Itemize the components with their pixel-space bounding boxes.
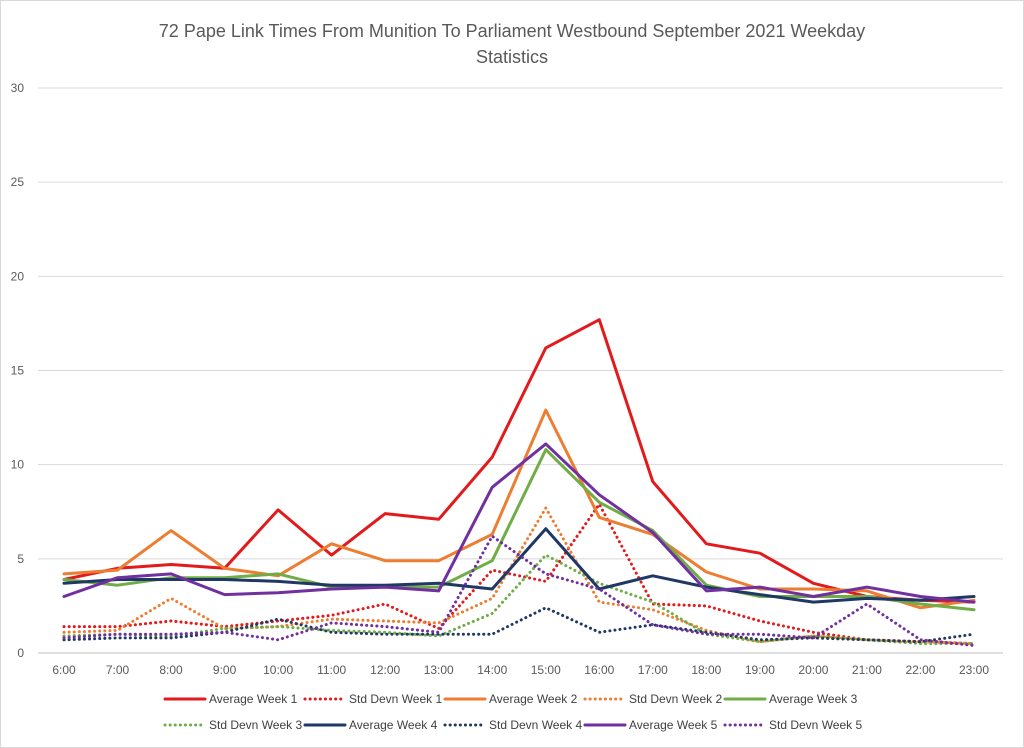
legend-label: Average Week 5 <box>629 718 718 732</box>
y-tick-label: 5 <box>17 552 24 566</box>
x-tick-label: 21:00 <box>852 663 882 677</box>
x-tick-label: 9:00 <box>213 663 237 677</box>
x-tick-label: 12:00 <box>370 663 400 677</box>
chart-title-line-2: Statistics <box>475 47 549 67</box>
x-tick-label: 22:00 <box>905 663 935 677</box>
x-tick-label: 16:00 <box>584 663 614 677</box>
y-tick-label: 20 <box>11 269 25 283</box>
x-tick-label: 23:00 <box>959 663 989 677</box>
series-lines <box>62 318 976 647</box>
gridlines <box>38 87 1003 654</box>
series-line-average-week-5 <box>62 442 976 604</box>
y-tick-label: 25 <box>11 175 25 189</box>
x-tick-label: 14:00 <box>477 663 507 677</box>
series-line-average-week-4 <box>62 527 976 604</box>
legend-label: Std Devn Week 4 <box>489 718 582 732</box>
series-line-std-devn-week-2 <box>62 506 976 646</box>
series-line-std-devn-week-5 <box>62 534 976 647</box>
x-axis-ticks: 6:00 7:00 8:00 9:00 10:00 11:00 12:00 13:00 14:0… <box>52 663 989 677</box>
legend-label: Std Devn Week 2 <box>629 692 722 706</box>
x-tick-label: 6:00 <box>52 663 76 677</box>
legend: Average Week 1 Std Devn Week 1 Average Wee… <box>163 692 862 732</box>
chart-title-line-1: 72 Pape Link Times From Munition To Parl… <box>158 21 866 41</box>
legend-label: Average Week 2 <box>489 692 578 706</box>
x-tick-label: 19:00 <box>745 663 775 677</box>
legend-label: Average Week 1 <box>209 692 298 706</box>
x-tick-label: 7:00 <box>106 663 130 677</box>
x-tick-label: 20:00 <box>798 663 828 677</box>
legend-label: Std Devn Week 3 <box>209 718 302 732</box>
legend-label: Std Devn Week 1 <box>349 692 442 706</box>
x-tick-label: 18:00 <box>691 663 721 677</box>
x-tick-label: 11:00 <box>317 663 346 677</box>
series-line-average-week-1 <box>62 318 976 604</box>
y-tick-label: 0 <box>17 646 24 660</box>
y-axis-ticks: 0 5 10 15 20 25 30 <box>11 81 25 660</box>
series-line-std-devn-week-3 <box>62 553 976 646</box>
y-tick-label: 10 <box>11 458 25 472</box>
series-line-average-week-2 <box>62 408 976 610</box>
y-tick-label: 30 <box>11 81 25 95</box>
x-tick-label: 15:00 <box>531 663 561 677</box>
legend-label: Std Devn Week 5 <box>769 718 862 732</box>
series-line-std-devn-week-1 <box>62 502 976 646</box>
chart-title: 72 Pape Link Times From Munition To Parl… <box>0 18 1024 70</box>
x-tick-label: 17:00 <box>638 663 668 677</box>
legend-label: Average Week 3 <box>769 692 858 706</box>
legend-label: Average Week 4 <box>349 718 438 732</box>
x-tick-label: 10:00 <box>263 663 293 677</box>
x-tick-label: 13:00 <box>424 663 454 677</box>
series-line-average-week-3 <box>62 448 976 612</box>
x-tick-label: 8:00 <box>159 663 183 677</box>
y-tick-label: 15 <box>11 364 25 378</box>
